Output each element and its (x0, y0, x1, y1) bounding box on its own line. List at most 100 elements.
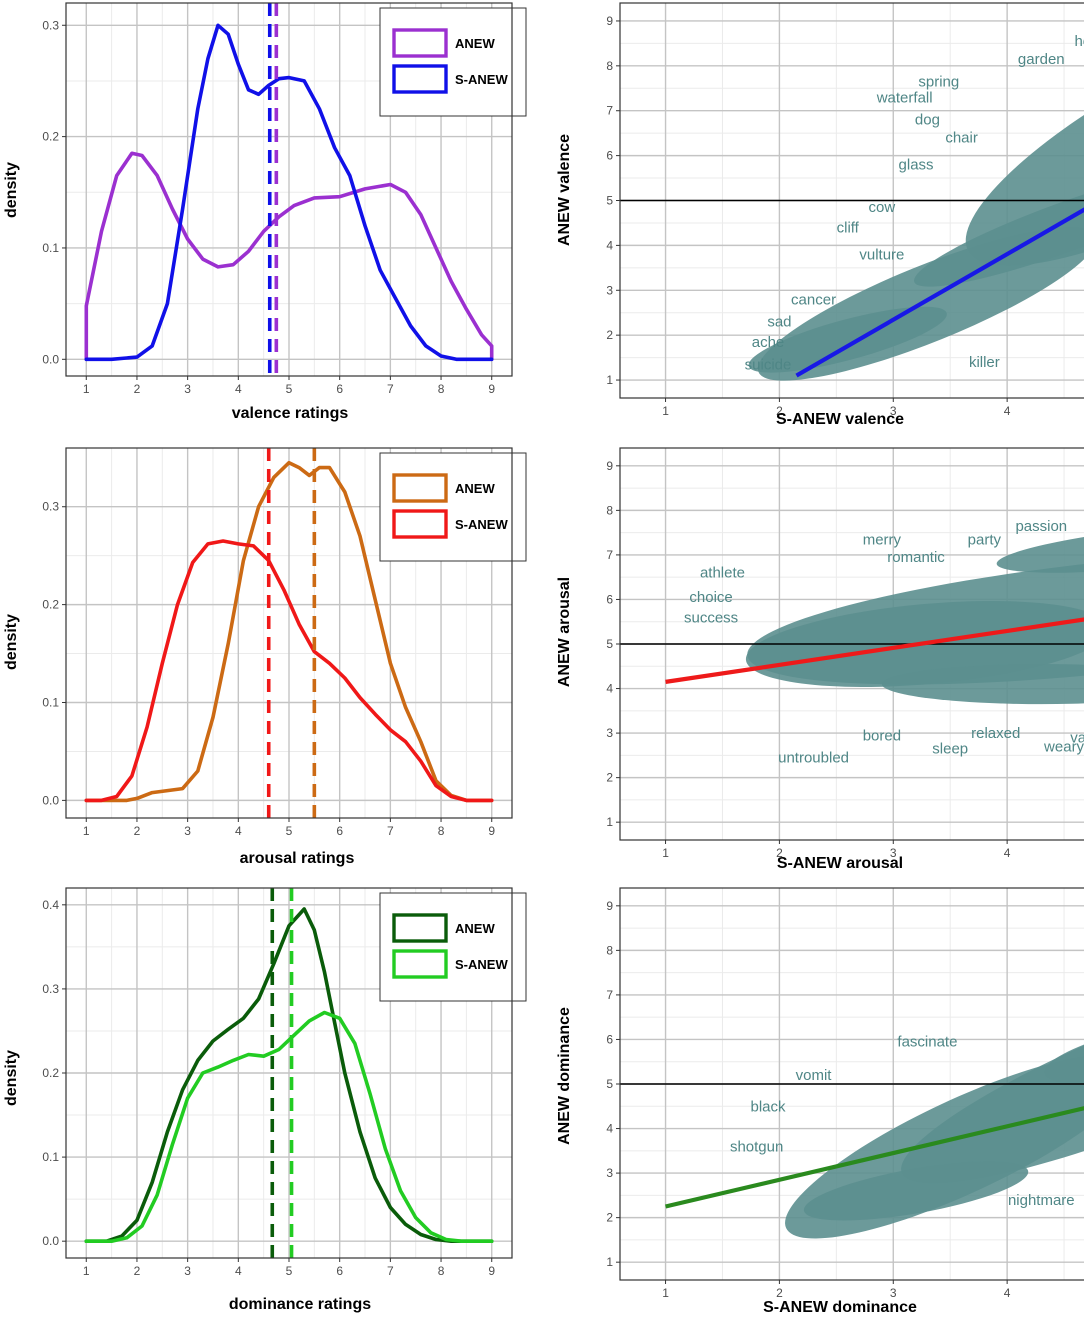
x-axis-title: S-ANEW arousal (777, 855, 903, 872)
legend-label: S-ANEW (455, 517, 508, 532)
word-label: waterfall (876, 89, 933, 106)
word-density-blob (914, 168, 1084, 287)
x-tick-label: 1 (83, 824, 90, 838)
y-tick-label: 0.2 (42, 130, 59, 144)
x-tick-label: 4 (1004, 404, 1011, 418)
word-label: glass (899, 157, 934, 174)
x-tick-label: 1 (83, 1264, 90, 1278)
valence-scatter-chart: holidayspringwaterfallgardenprettyfreepe… (556, 0, 1084, 428)
word-label: party (968, 531, 1002, 548)
y-tick-label: 8 (606, 943, 613, 957)
x-tick-label: 2 (776, 846, 783, 860)
word-label: success (684, 609, 738, 626)
dominance-density-panel: ANEW S-ANEW 1 2 3 4 5 6 7 8 9 0.0 0.1 0.2 0.3 0.4 domina… (0, 876, 542, 1316)
x-tick-label: 4 (1004, 846, 1011, 860)
legend-key-swatch (392, 509, 448, 539)
y-tick-label: 0.3 (42, 500, 59, 514)
x-tick-label: 3 (890, 404, 897, 418)
y-tick-label: 0.4 (42, 898, 59, 912)
y-tick-label: 0.2 (42, 598, 59, 612)
regression-line (665, 617, 1084, 684)
word-cloud-mass (785, 957, 1084, 1239)
y-tick-label: 4 (606, 1122, 613, 1136)
x-tick-label: 8 (438, 382, 445, 396)
axis-ticks: 123456789123456789 (606, 899, 1011, 1300)
word-label: garden (1018, 51, 1065, 68)
word-labels: knowledgefreefascinategodtombinsecurelou… (730, 1034, 1075, 1209)
y-tick-label: 3 (606, 283, 613, 297)
x-tick-label: 4 (1004, 1286, 1011, 1300)
word-label: weary (1043, 738, 1084, 755)
word-label: fascinate (897, 1034, 957, 1051)
x-tick-label: 7 (387, 382, 394, 396)
word-cloud-mass (748, 0, 1084, 381)
word-label: choice (689, 589, 732, 606)
word-label: untroubled (778, 750, 849, 767)
dominance-scatter-chart: knowledgefreefascinategodtombinsecurelou… (556, 887, 1084, 1316)
y-axis-title: ANEW valence (556, 134, 573, 246)
axis-ticks: 1 2 3 4 5 6 7 8 9 0.0 0.1 0.2 0.3 0.4 (42, 898, 495, 1278)
word-density-blob (881, 664, 1084, 705)
word-label: vomit (796, 1067, 833, 1084)
word-label: cliff (837, 219, 860, 236)
y-tick-label: 5 (606, 1077, 613, 1091)
word-label: merry (863, 531, 902, 548)
axis-ticks: 123456789123456789 (606, 14, 1011, 418)
y-tick-label: 0.1 (42, 695, 59, 709)
x-tick-label: 9 (488, 382, 495, 396)
y-tick-label: 1 (606, 373, 613, 387)
dominance-density-chart: ANEW S-ANEW 1 2 3 4 5 6 7 8 9 0.0 0.1 0.2 0.3 0.4 domina… (3, 887, 527, 1313)
y-tick-label: 5 (606, 637, 613, 651)
x-axis-title: valence ratings (232, 405, 349, 422)
legend-key-swatch (392, 473, 448, 503)
arousal-density-panel: ANEW S-ANEW 1 2 3 4 5 6 7 8 9 0.0 0.1 0.2 0.3 arousal r… (0, 436, 542, 876)
x-axis-title: arousal ratings (240, 850, 355, 867)
axis-ticks: 123456789123456789 (606, 459, 1011, 860)
word-label: dog (915, 112, 940, 129)
y-tick-label: 8 (606, 503, 613, 517)
x-tick-label: 4 (235, 1264, 242, 1278)
x-axis-title: S-ANEW dominance (763, 1299, 917, 1316)
arousal-scatter-panel: orgasmpassionarousedrapemerrypartyromant… (542, 436, 1084, 876)
legend-key-swatch (392, 913, 448, 943)
y-tick-label: 9 (606, 459, 613, 473)
y-tick-label: 8 (606, 59, 613, 73)
x-tick-label: 3 (890, 846, 897, 860)
x-tick-label: 9 (488, 824, 495, 838)
legend-box (379, 892, 527, 1002)
valence-scatter-panel: holidayspringwaterfallgardenprettyfreepe… (542, 0, 1084, 436)
axis-ticks: 1 2 3 4 5 6 7 8 9 0.0 0.1 0.2 0.3 (42, 500, 495, 838)
y-tick-label: 7 (606, 988, 613, 1002)
density-curve-s-anew (84, 539, 494, 803)
legend-label: S-ANEW (455, 72, 508, 87)
legend-key-swatch (392, 28, 448, 58)
x-tick-label: 5 (286, 1264, 293, 1278)
x-tick-label: 8 (438, 824, 445, 838)
valence-density-panel: ANEW S-ANEW 1 2 3 4 5 6 7 8 9 0.0 0.1 0.2 0.3 valence r… (0, 0, 542, 436)
density-curve-anew (84, 907, 494, 1243)
x-tick-label: 1 (83, 382, 90, 396)
y-axis-title: ANEW dominance (556, 1007, 573, 1145)
y-tick-label: 0.0 (42, 352, 59, 366)
x-axis-title: S-ANEW valence (776, 411, 904, 428)
y-tick-label: 5 (606, 194, 613, 208)
x-tick-label: 8 (438, 1264, 445, 1278)
word-label: nightmare (1008, 1192, 1075, 1209)
y-tick-label: 6 (606, 149, 613, 163)
word-label: chair (945, 130, 978, 147)
y-axis-title: density (3, 1050, 20, 1106)
y-axis-title: density (3, 614, 20, 670)
word-labels: holidayspringwaterfallgardenprettyfreepe… (745, 33, 1084, 373)
word-label: killer (969, 354, 1000, 371)
word-label: passion (1015, 518, 1067, 535)
x-tick-label: 6 (336, 824, 343, 838)
minor-grid (66, 448, 512, 818)
word-labels: orgasmpassionarousedrapemerrypartyromant… (684, 518, 1084, 767)
y-tick-label: 9 (606, 899, 613, 913)
y-tick-label: 6 (606, 1032, 613, 1046)
legend-key-swatch (392, 64, 448, 94)
y-tick-label: 0.3 (42, 982, 59, 996)
y-tick-label: 0.3 (42, 18, 59, 32)
x-tick-label: 1 (662, 1286, 669, 1300)
y-tick-label: 0.1 (42, 241, 59, 255)
